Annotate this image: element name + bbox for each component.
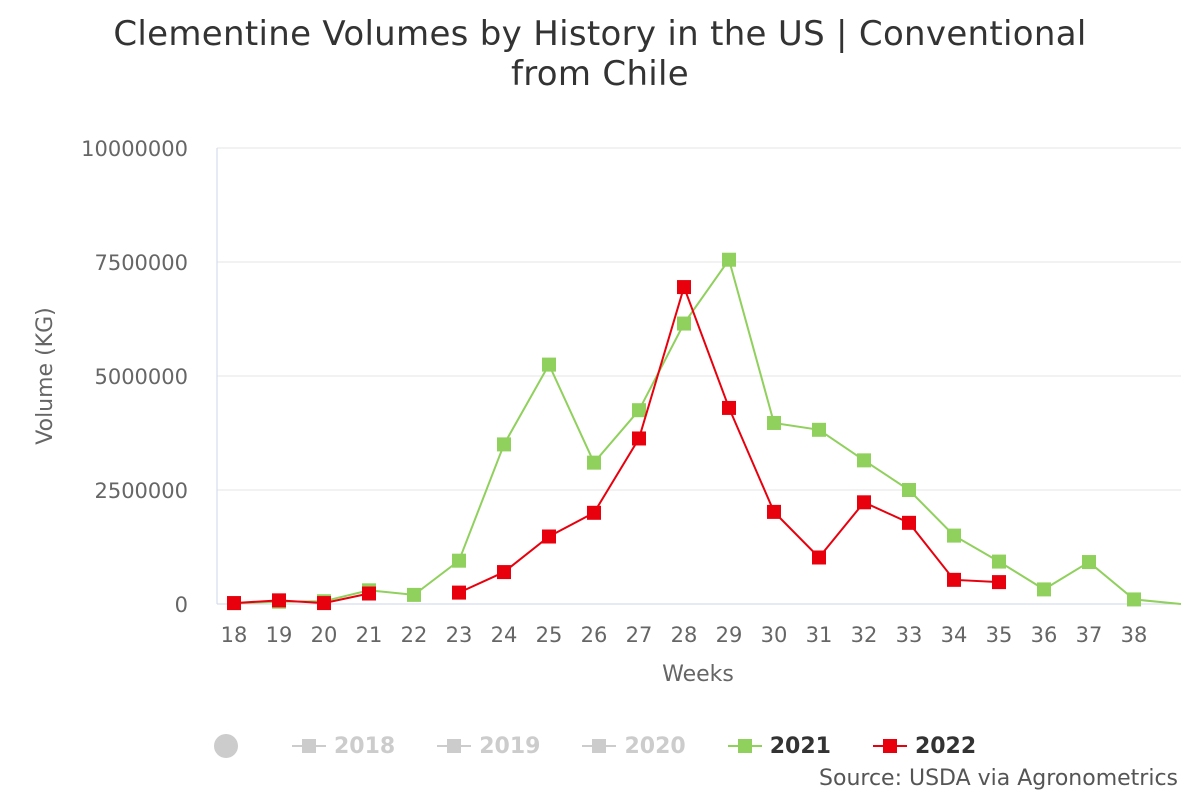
series-line-2022 <box>458 283 1000 594</box>
x-tick-label: 21 <box>356 623 383 647</box>
x-tick-label: 29 <box>716 623 743 647</box>
data-point-2022-week-34 <box>947 572 961 587</box>
legend-item-2020[interactable]: 2020 <box>582 733 686 759</box>
data-point-2021-week-29 <box>722 252 736 267</box>
data-point-2022-week-29 <box>722 400 736 415</box>
data-point-2021-week-30 <box>767 415 781 430</box>
data-point-2021-week-36 <box>1037 582 1051 597</box>
data-point-2022-week-35 <box>992 575 1006 590</box>
legend-label: 2022 <box>914 733 977 759</box>
x-tick-label: 37 <box>1076 623 1103 647</box>
data-point-2022-week-28 <box>677 280 691 295</box>
series-line-2021 <box>233 257 1182 605</box>
x-tick-label: 20 <box>311 623 338 647</box>
data-point-2021-week-31 <box>812 422 826 437</box>
data-point-2022-week-30 <box>767 504 781 519</box>
x-tick-label: 30 <box>761 623 788 647</box>
legend-label: 2021 <box>769 733 831 759</box>
x-tick-label: 33 <box>896 623 923 647</box>
chart-title-line-2: from Chile <box>510 54 690 94</box>
source-credit: Source: USDA via Agronometrics <box>819 766 1178 791</box>
data-point-2021-week-24 <box>497 437 511 452</box>
x-tick-label: 25 <box>536 623 563 647</box>
data-point-2021-week-26 <box>587 455 601 470</box>
series-2021 <box>227 252 1182 611</box>
legend-item-2019[interactable]: 2019 <box>437 734 540 759</box>
x-tick-label: 32 <box>851 623 878 647</box>
data-point-2021-week-28 <box>677 316 691 331</box>
legend-square-marker-icon <box>582 736 617 756</box>
y-tick-label: 0 <box>175 593 188 617</box>
series-group <box>227 252 1182 611</box>
data-point-2022-week-18 <box>227 596 241 611</box>
data-point-2022-week-31 <box>812 550 826 565</box>
x-tick-label: 27 <box>626 623 653 647</box>
legend-label: 2019 <box>479 733 541 759</box>
y-tick-label: 7500000 <box>94 251 188 275</box>
data-point-2022-week-27 <box>632 431 646 446</box>
data-point-2021-week-25 <box>542 357 556 372</box>
x-tick-label: 38 <box>1121 623 1148 647</box>
x-tick-label: 26 <box>581 623 608 647</box>
legend: 2018 2019 2020 2021 2022 <box>210 728 1018 764</box>
legend-item-2022[interactable]: 2022 <box>872 733 977 759</box>
y-axis-label: Volume (KG) <box>33 307 58 444</box>
legend-item-2018[interactable]: 2018 <box>292 734 395 759</box>
x-tick-label: 36 <box>1031 623 1058 647</box>
data-point-2021-week-35 <box>992 554 1006 569</box>
y-axis-ticks: 0 2500000 5000000 7500000 10000000 <box>81 137 188 617</box>
data-point-2021-week-33 <box>902 483 916 497</box>
legend-square-marker-icon <box>437 736 472 756</box>
data-point-2021-week-34 <box>947 528 961 543</box>
series-line-2022 <box>233 592 370 605</box>
data-point-2022-week-19 <box>272 593 286 608</box>
grid-lines <box>216 147 1181 605</box>
data-point-2021-week-37 <box>1082 555 1096 570</box>
legend-label: 2018 <box>334 733 396 759</box>
data-point-2022-week-25 <box>542 529 556 544</box>
data-point-2022-week-24 <box>497 565 511 580</box>
data-point-2022-week-23 <box>452 585 466 600</box>
legend-item-2021[interactable]: 2021 <box>727 733 831 759</box>
x-tick-label: 35 <box>986 623 1013 647</box>
legend-label: 2020 <box>624 733 686 759</box>
data-point-2022-week-26 <box>587 505 601 520</box>
x-axis-label: Weeks <box>662 662 734 687</box>
y-tick-label: 5000000 <box>94 365 188 389</box>
data-point-2021-week-23 <box>452 553 466 568</box>
x-axis-ticks: 18 19 20 21 22 23 24 25 26 27 28 29 30 31 32 33 34 35 36 37… <box>221 623 1148 647</box>
chart-title: Clementine Volumes by History in the US … <box>0 14 1200 94</box>
x-tick-label: 23 <box>446 623 473 647</box>
data-point-2022-week-33 <box>902 515 916 530</box>
data-point-2022-week-21 <box>362 586 376 601</box>
y-tick-label: 10000000 <box>81 137 188 161</box>
x-tick-label: 22 <box>401 623 428 647</box>
data-point-2021-week-27 <box>632 403 646 418</box>
y-tick-label: 2500000 <box>94 479 188 503</box>
x-tick-label: 31 <box>806 623 833 647</box>
data-point-2022-week-32 <box>857 495 871 510</box>
data-point-2021-week-22 <box>407 587 421 602</box>
x-tick-label: 18 <box>221 623 248 647</box>
legend-square-marker-icon <box>872 736 907 756</box>
legend-square-marker-icon <box>727 736 762 756</box>
data-point-2022-week-20 <box>317 596 331 611</box>
x-tick-label: 34 <box>941 623 968 647</box>
x-tick-label: 28 <box>671 623 698 647</box>
x-tick-label: 19 <box>266 623 293 647</box>
data-point-2021-week-38 <box>1127 592 1141 607</box>
legend-toggle-all-icon[interactable] <box>214 734 238 758</box>
legend-square-marker-icon <box>292 736 326 756</box>
chart-title-line-1: Clementine Volumes by History in the US … <box>113 14 1087 54</box>
x-tick-label: 24 <box>491 623 518 647</box>
data-point-2021-week-32 <box>857 453 871 468</box>
series-2022 <box>227 280 1006 611</box>
